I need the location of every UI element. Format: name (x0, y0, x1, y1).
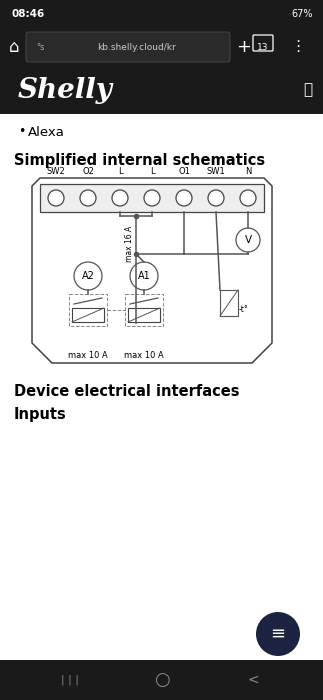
Text: <: < (247, 673, 259, 687)
Circle shape (80, 190, 96, 206)
Circle shape (48, 190, 64, 206)
Text: •: • (18, 125, 26, 139)
Circle shape (256, 612, 300, 656)
Bar (69, 294, 107, 326)
Text: Inputs: Inputs (14, 407, 67, 423)
Text: O2: O2 (82, 167, 94, 176)
Text: SW1: SW1 (207, 167, 225, 176)
Text: kb.shelly.cloud/kr: kb.shelly.cloud/kr (97, 43, 175, 52)
Text: A2: A2 (82, 271, 94, 281)
Text: Alexa: Alexa (28, 125, 65, 139)
Text: L: L (150, 167, 154, 176)
Text: SW2: SW2 (47, 167, 65, 176)
Text: Simplified internal schematics: Simplified internal schematics (14, 153, 265, 167)
Circle shape (144, 190, 160, 206)
Text: N: N (245, 167, 251, 176)
Text: 🔍: 🔍 (303, 83, 313, 97)
Bar (128, 308, 160, 322)
Text: | | |: | | | (61, 675, 79, 685)
Text: °s: °s (36, 43, 45, 52)
Text: 67%: 67% (291, 9, 313, 19)
Bar (40, 184, 264, 212)
FancyBboxPatch shape (26, 32, 230, 62)
Circle shape (240, 190, 256, 206)
Circle shape (176, 190, 192, 206)
Text: 08:46: 08:46 (12, 9, 45, 19)
Circle shape (112, 190, 128, 206)
Text: ⌂: ⌂ (9, 38, 19, 56)
Bar (0, 0, 323, 28)
Text: max 16 A: max 16 A (124, 226, 133, 262)
Text: +: + (236, 38, 252, 56)
Text: V: V (245, 235, 252, 245)
Text: O1: O1 (178, 167, 190, 176)
Bar (0, 66, 323, 114)
Bar (220, 290, 238, 316)
Text: Device electrical interfaces: Device electrical interfaces (14, 384, 239, 398)
Text: ≡: ≡ (270, 625, 286, 643)
Text: A1: A1 (138, 271, 151, 281)
Text: max 10 A: max 10 A (124, 351, 164, 360)
Bar (72, 308, 104, 322)
Text: ○: ○ (154, 671, 169, 689)
Bar (0, 114, 323, 700)
Circle shape (208, 190, 224, 206)
Text: 13: 13 (257, 43, 269, 52)
Bar (0, 28, 323, 66)
Text: -t°: -t° (239, 305, 249, 314)
Bar (0, 660, 323, 700)
Text: max 10 A: max 10 A (68, 351, 108, 360)
Text: ⋮: ⋮ (290, 39, 306, 55)
Text: Shelly: Shelly (18, 76, 113, 104)
Bar (125, 294, 163, 326)
Text: L: L (118, 167, 122, 176)
